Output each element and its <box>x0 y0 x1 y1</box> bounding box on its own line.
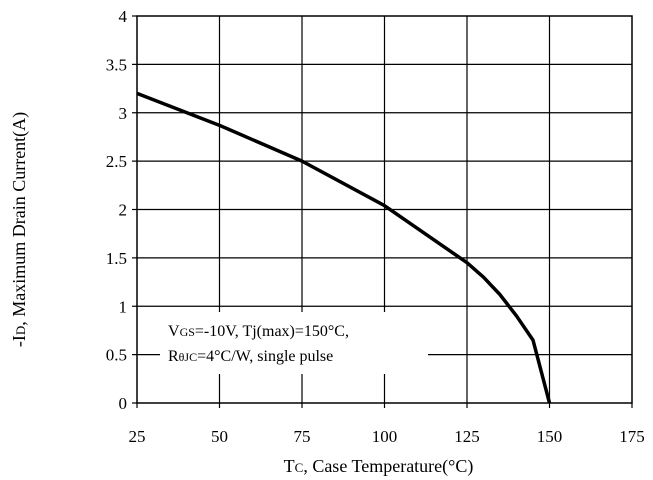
x-tick-label: 75 <box>294 427 311 446</box>
x-tick-label: 175 <box>619 427 645 446</box>
y-tick-label: 0 <box>119 394 128 413</box>
y-tick-label: 2 <box>119 201 128 220</box>
annotation-line-1-rest: =-10V, Tj(max)=150°C, <box>195 323 349 340</box>
y-axis-title-main: -I <box>9 335 29 347</box>
annotation-line-1: VGS=-10V, Tj(max)=150°C, <box>168 323 349 340</box>
y-tick-label: 1.5 <box>106 249 127 268</box>
y-tick-label: 0.5 <box>106 346 127 365</box>
x-axis-title-main: T <box>284 456 295 476</box>
x-axis-title: TC, Case Temperature(°C) <box>284 456 474 477</box>
plot-frame <box>136 15 633 404</box>
y-axis-title-rest: , Maximum Drain Current(A) <box>9 112 30 326</box>
y-tick-label: 3 <box>119 104 128 123</box>
annotation-box <box>160 312 428 374</box>
x-tick-label: 100 <box>372 427 398 446</box>
y-tick-label: 1 <box>119 297 128 316</box>
x-axis-title-sub: C <box>295 460 304 475</box>
annotation-line-2: RθJC=4°C/W, single pulse <box>168 348 333 365</box>
x-tick-label: 150 <box>537 427 563 446</box>
series-line-max-drain-current <box>136 91 552 404</box>
x-tick-label: 50 <box>211 427 228 446</box>
annotation-r: R <box>168 348 179 365</box>
annotation-v: V <box>168 323 180 340</box>
y-tick-label: 2.5 <box>106 152 127 171</box>
y-tick-labels: 0 0.5 1 1.5 2 2.5 3 3.5 4 <box>106 7 137 413</box>
x-tick-labels: 25 50 75 100 125 150 175 <box>129 403 645 446</box>
annotation-line-2-rest: =4°C/W, single pulse <box>197 348 333 365</box>
x-tick-label: 25 <box>129 427 146 446</box>
annotation-v-sub: GS <box>180 325 195 339</box>
y-axis-title-sub: D <box>13 326 28 335</box>
annotation-r-sub: θJC <box>179 350 197 364</box>
y-axis-title: -ID, Maximum Drain Current(A) <box>9 112 30 347</box>
y-tick-label: 3.5 <box>106 55 127 74</box>
x-tick-label: 125 <box>454 427 480 446</box>
y-tick-label: 4 <box>119 7 128 26</box>
x-axis-title-rest: , Case Temperature(°C) <box>303 456 473 477</box>
